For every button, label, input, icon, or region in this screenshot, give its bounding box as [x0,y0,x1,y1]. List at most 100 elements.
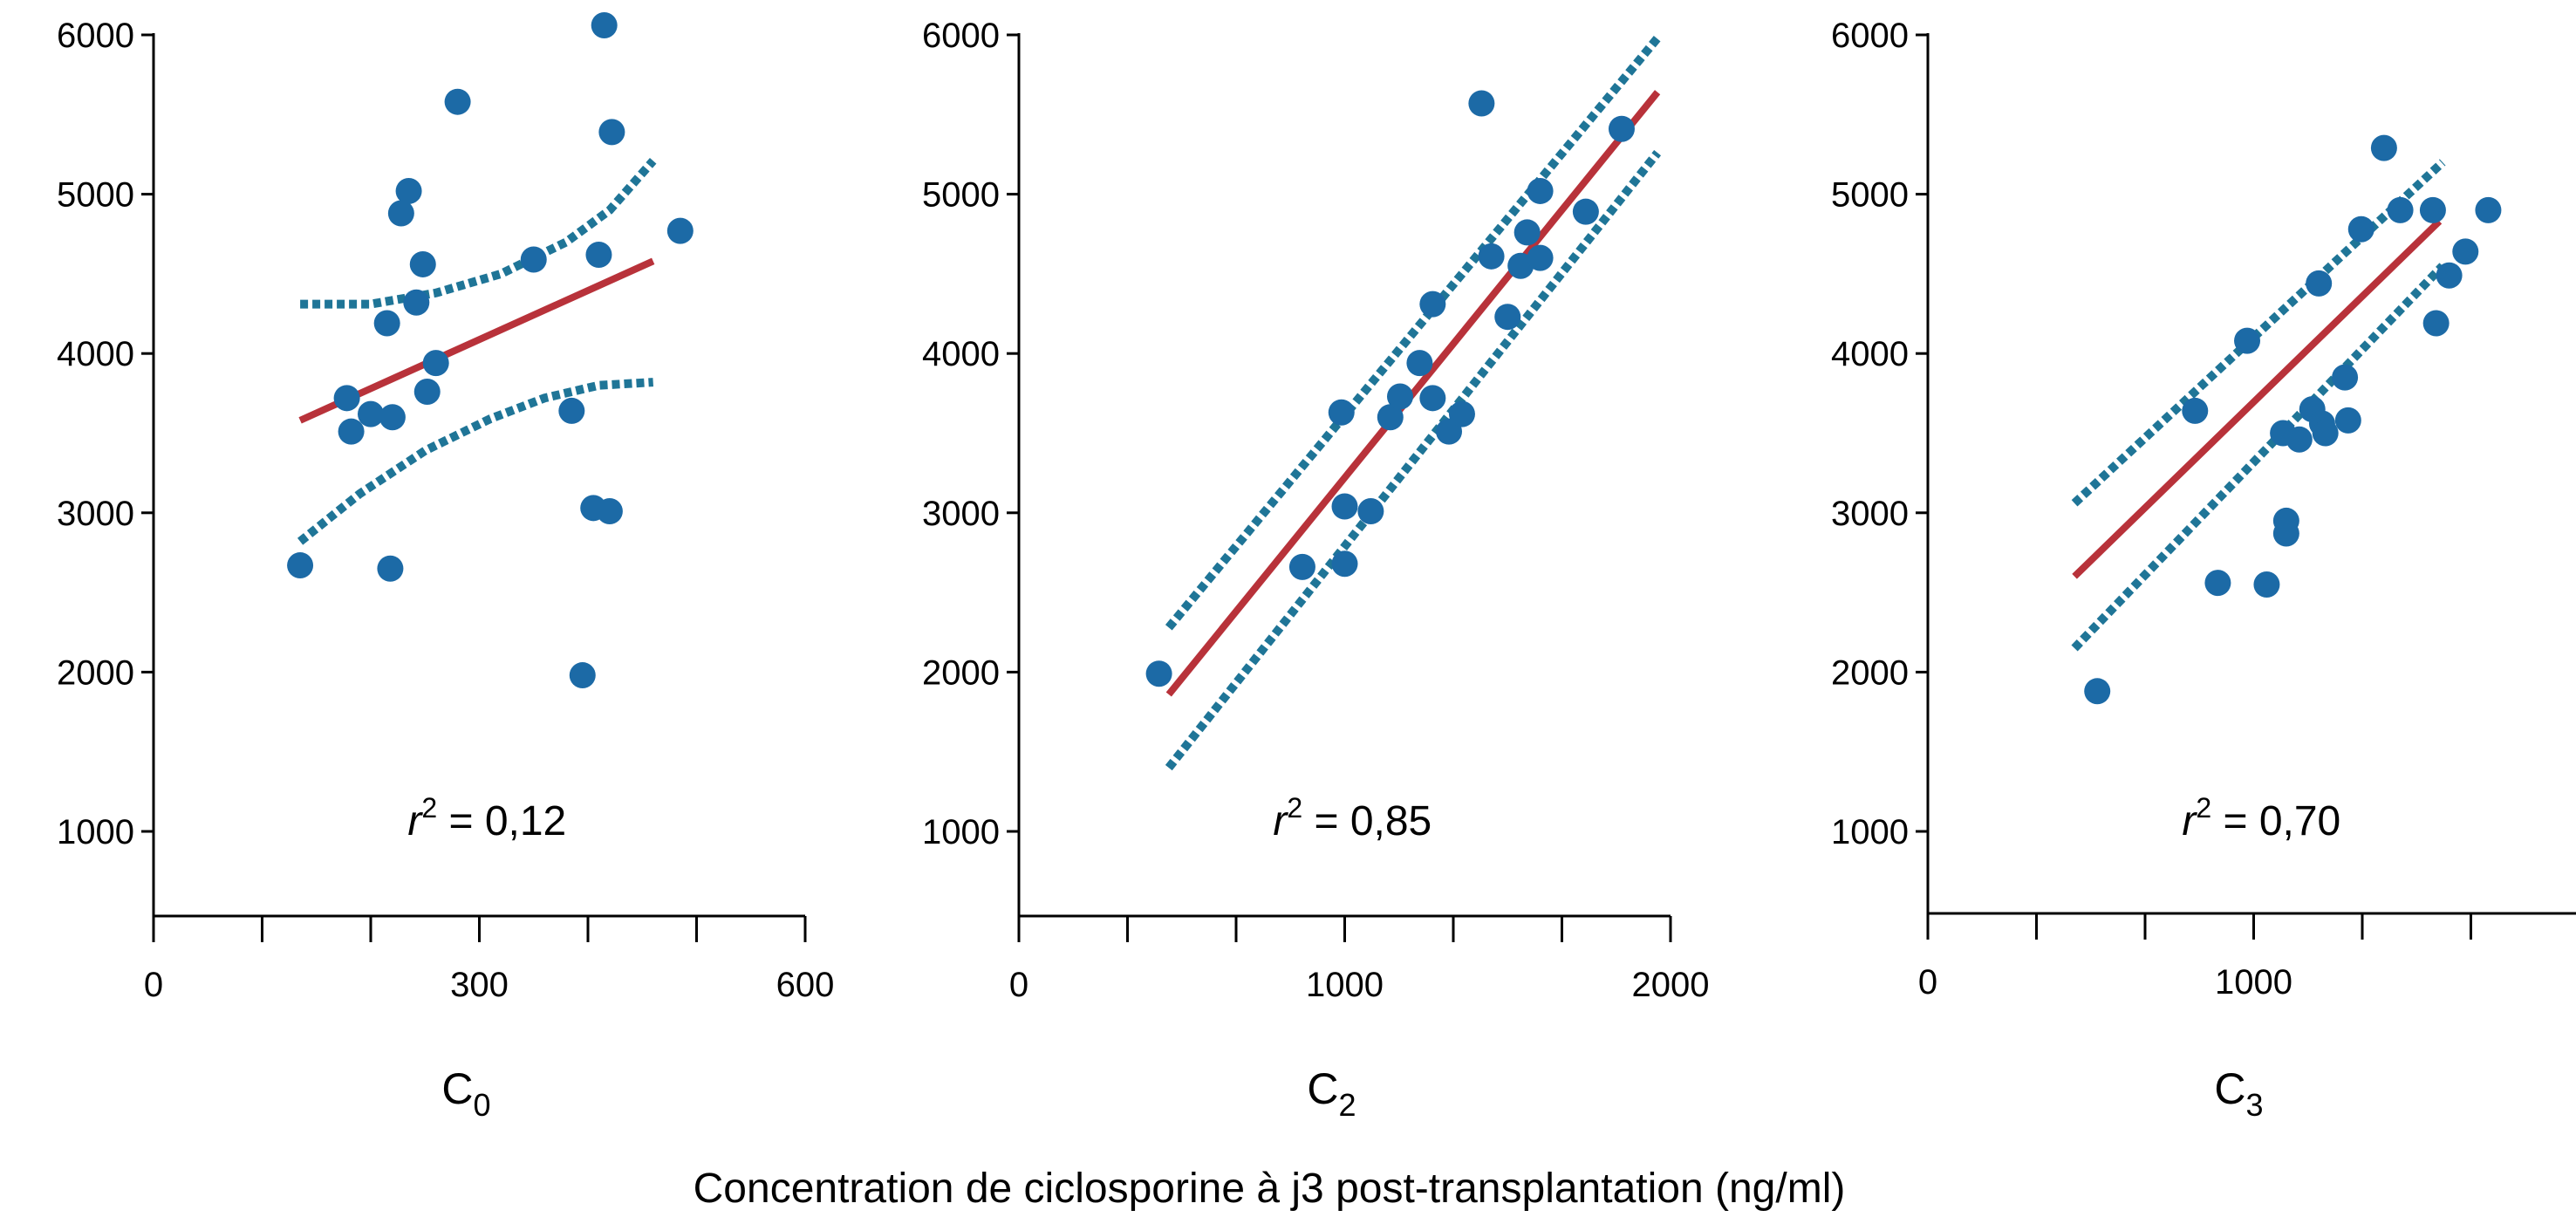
data-point [666,217,694,244]
data-point [2419,196,2446,223]
data-point [358,400,384,427]
data-point [387,200,414,227]
panel-c0: 1000 2000 3000 4000 5000 6000 0 300 600 r2 = 0,12… [57,12,834,1123]
data-point [2332,364,2359,391]
data-point [2286,426,2313,453]
y-tick-label: 3000 [1831,495,1909,533]
data-point [520,246,547,273]
r2-symbol: r [1273,798,1288,844]
data-point [2306,270,2333,297]
data-point [591,12,618,39]
ci-upper-line [2071,159,2446,507]
data-point [569,662,596,689]
ci-upper-line [1165,35,1661,631]
regression-line [2072,218,2443,579]
data-point [1331,493,1358,520]
r2-label: r2 = 0,70 [2182,792,2340,844]
data-point [377,555,404,582]
x-tick-label: 2000 [1632,966,1710,1004]
data-point [1513,219,1541,246]
data-point [1468,90,1495,117]
r2-label: r2 = 0,12 [407,792,566,844]
data-point [2234,327,2261,354]
data-point [1357,497,1384,524]
data-point [2422,310,2450,337]
data-point [596,497,623,524]
data-point [1572,198,1599,225]
y-tick-label: 3000 [922,495,1000,533]
data-point [1386,383,1413,410]
r2-symbol: r [2182,798,2197,844]
data-point [2182,397,2209,424]
y-tick-label: 4000 [1831,335,1909,373]
data-point [333,385,360,412]
y-tick-label: 2000 [57,653,134,692]
data-point [1288,553,1315,580]
data-point [338,418,365,445]
data-point [2312,420,2339,447]
panel-label: C3 [2214,1064,2263,1123]
data-point [1527,244,1554,271]
data-point [1145,660,1172,687]
ci-lower-line [1165,149,1662,771]
data-point [2204,570,2231,597]
data-point [598,119,625,146]
data-point [2387,196,2414,223]
ci-upper-line [300,157,657,309]
data-point [2334,407,2361,434]
data-point [373,310,400,337]
data-point [1419,291,1446,318]
x-tick-label: 0 [1918,963,1937,1002]
data-point [2347,215,2374,243]
r2-value: = 0,12 [437,798,566,844]
r2-value: = 0,70 [2211,798,2340,844]
x-tick-label: 600 [776,966,835,1004]
data-point [1406,350,1433,377]
data-point [2475,196,2502,223]
r2-label: r2 = 0,85 [1273,792,1431,844]
y-tick-label: 5000 [57,176,134,215]
panel-label-subscript: 0 [474,1087,491,1123]
y-tick-label: 2000 [1831,653,1909,692]
data-point [1478,243,1505,270]
r2-superscript: 2 [2196,792,2211,824]
panel-label-letter: C [2214,1064,2245,1113]
panel-label-subscript: 3 [2246,1087,2264,1123]
panel-label: C2 [1307,1064,1356,1123]
y-tick-label: 6000 [1831,17,1909,55]
data-point [2084,678,2111,705]
panel-label-subscript: 2 [1339,1087,1356,1123]
x-tick-label: 1000 [2215,963,2292,1002]
y-tick-label: 4000 [922,335,1000,373]
ci-lower-line [297,378,653,545]
data-point [2253,571,2280,598]
y-tick-label: 3000 [57,495,134,533]
data-point [2452,238,2479,265]
y-tick-label: 4000 [57,335,134,373]
data-point [1377,404,1404,431]
y-tick-label: 2000 [922,653,1000,692]
data-point [287,552,314,579]
data-point [403,289,430,316]
y-tick-label: 6000 [922,17,1000,55]
y-tick-label: 1000 [922,813,1000,851]
r2-value: = 0,85 [1302,798,1431,844]
panel-label-letter: C [1307,1064,1338,1113]
data-point [413,379,441,406]
data-point [1448,400,1475,427]
data-point [395,177,422,204]
r2-symbol: r [407,798,423,844]
data-point [1328,399,1355,426]
panel-label-letter: C [441,1064,473,1113]
data-point [409,250,436,277]
x-tick-label: 1000 [1306,966,1384,1004]
r2-superscript: 2 [421,792,437,824]
x-tick-label: 0 [1009,966,1028,1004]
figure-caption: Concentration de ciclosporine à j3 post-… [694,1166,1846,1212]
data-point [1494,304,1521,331]
x-tick-label: 0 [144,966,163,1004]
data-point [2436,262,2463,289]
data-point [2272,520,2299,547]
